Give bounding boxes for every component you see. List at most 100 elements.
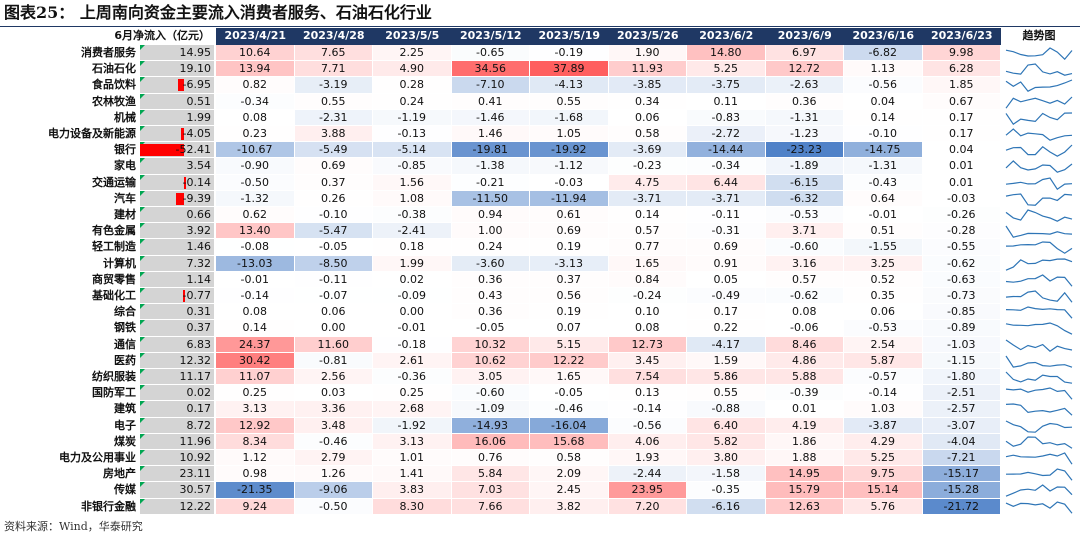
- value-cell: 7.03: [451, 482, 529, 498]
- value-cell: 0.17: [922, 109, 1000, 125]
- value-cell: 9.98: [922, 45, 1000, 61]
- value-cell: 0.10: [608, 304, 686, 320]
- flow-value: 1.14: [186, 272, 212, 286]
- value-cell: 2.45: [530, 482, 608, 498]
- value-cell: 5.76: [844, 498, 922, 514]
- value-cell: 0.05: [687, 271, 765, 287]
- sector-label: 煤炭: [114, 434, 136, 448]
- flow-cell: -9.39: [140, 190, 214, 206]
- value-cell: -3.13: [530, 255, 608, 271]
- value-cell: 0.07: [530, 320, 608, 336]
- value-cell: 0.00: [294, 320, 372, 336]
- value-cell: -0.62: [765, 288, 843, 304]
- value-cell: -6.15: [765, 174, 843, 190]
- flag-marker: [140, 61, 145, 67]
- sector-label: 机械: [114, 110, 136, 124]
- sparkline-path: [1005, 47, 1073, 61]
- value-cell: 14.95: [765, 466, 843, 482]
- value-cell: -0.13: [373, 126, 451, 142]
- flow-cell: 11.17: [140, 369, 214, 385]
- value-cell: 2.25: [373, 45, 451, 61]
- sparkline-path: [1005, 241, 1073, 255]
- value-cell: 11.93: [608, 61, 686, 77]
- value-cell: -0.60: [765, 239, 843, 255]
- value-cell: 0.55: [294, 93, 372, 109]
- value-cell: 0.18: [373, 239, 451, 255]
- value-cell: -0.14: [216, 288, 294, 304]
- value-cell: 0.58: [530, 450, 608, 466]
- value-cell: 0.58: [608, 126, 686, 142]
- sparkline-path: [1005, 371, 1073, 384]
- value-cell: -0.08: [216, 239, 294, 255]
- value-cell: 0.04: [922, 142, 1000, 158]
- sparkline-path: [1005, 209, 1073, 222]
- value-cell: 0.36: [451, 304, 529, 320]
- value-cell: 7.71: [294, 61, 372, 77]
- value-cell: -0.26: [922, 207, 1000, 223]
- flag-marker: [140, 207, 145, 212]
- value-cell: -15.28: [922, 482, 1000, 498]
- value-cell: 1.26: [294, 466, 372, 482]
- value-cell: -1.09: [451, 401, 529, 417]
- sector-label: 房地产: [103, 467, 136, 481]
- value-cell: -7.10: [451, 77, 529, 93]
- sparkline-path: [1005, 79, 1073, 93]
- value-cell: -0.19: [530, 45, 608, 61]
- value-cell: -0.01: [373, 320, 451, 336]
- value-cell: -0.31: [687, 223, 765, 239]
- value-cell: -7.21: [922, 450, 1000, 466]
- value-cell: 3.45: [608, 352, 686, 368]
- value-cell: -14.44: [687, 142, 765, 158]
- trend-sparkline: [1005, 128, 1073, 141]
- value-cell: 5.84: [451, 466, 529, 482]
- flow-value: 19.10: [179, 62, 212, 76]
- trend-sparkline: [1005, 500, 1073, 514]
- flow-header: 6月净流入（亿元）: [0, 28, 216, 45]
- value-cell: -10.67: [216, 142, 294, 158]
- value-cell: 0.02: [373, 271, 451, 287]
- value-cell: 11.60: [294, 336, 372, 352]
- sector-label: 医药: [114, 353, 136, 367]
- trend-sparkline: [1005, 209, 1073, 222]
- flow-value: 1.99: [186, 110, 212, 124]
- sector-label: 计算机: [103, 256, 136, 270]
- sparkline-path: [1005, 403, 1073, 417]
- value-cell: -1.31: [765, 109, 843, 125]
- value-cell: -0.55: [922, 239, 1000, 255]
- sector-label: 电子: [114, 418, 136, 432]
- value-cell: 0.76: [451, 450, 529, 466]
- value-cell: 0.08: [216, 109, 294, 125]
- sector-label: 轻工制造: [92, 240, 136, 254]
- flow-value: 6.83: [186, 337, 212, 351]
- sparkline-path: [1005, 500, 1073, 514]
- flow-value: 10.92: [179, 451, 212, 464]
- trend-sparkline: [1005, 79, 1073, 93]
- value-cell: -0.03: [922, 190, 1000, 206]
- flag-marker: [140, 271, 145, 277]
- value-cell: 0.82: [216, 77, 294, 93]
- value-cell: -5.47: [294, 223, 372, 239]
- value-cell: -1.12: [530, 158, 608, 174]
- value-cell: -0.50: [294, 498, 372, 514]
- trend-sparkline: [1005, 452, 1073, 465]
- value-cell: 0.91: [687, 255, 765, 271]
- value-cell: -4.04: [922, 433, 1000, 449]
- value-cell: -14.75: [844, 142, 922, 158]
- flag-marker: [140, 190, 145, 196]
- date-header: 2023/6/23: [922, 28, 1001, 45]
- value-cell: 23.95: [608, 482, 686, 498]
- flow-bar: [180, 128, 184, 140]
- value-cell: 2.09: [530, 466, 608, 482]
- value-cell: 0.61: [530, 207, 608, 223]
- value-cell: -0.81: [294, 352, 372, 368]
- trend-sparkline: [1005, 193, 1073, 206]
- flag-marker: [140, 320, 145, 326]
- value-cell: 1.65: [530, 369, 608, 385]
- value-cell: -1.38: [451, 158, 529, 174]
- value-cell: -21.35: [216, 482, 294, 498]
- value-cell: 0.37: [530, 271, 608, 287]
- flow-bar: [140, 144, 184, 157]
- value-cell: 1.85: [922, 77, 1000, 93]
- flow-bar: [178, 79, 184, 92]
- value-cell: -0.65: [451, 45, 529, 61]
